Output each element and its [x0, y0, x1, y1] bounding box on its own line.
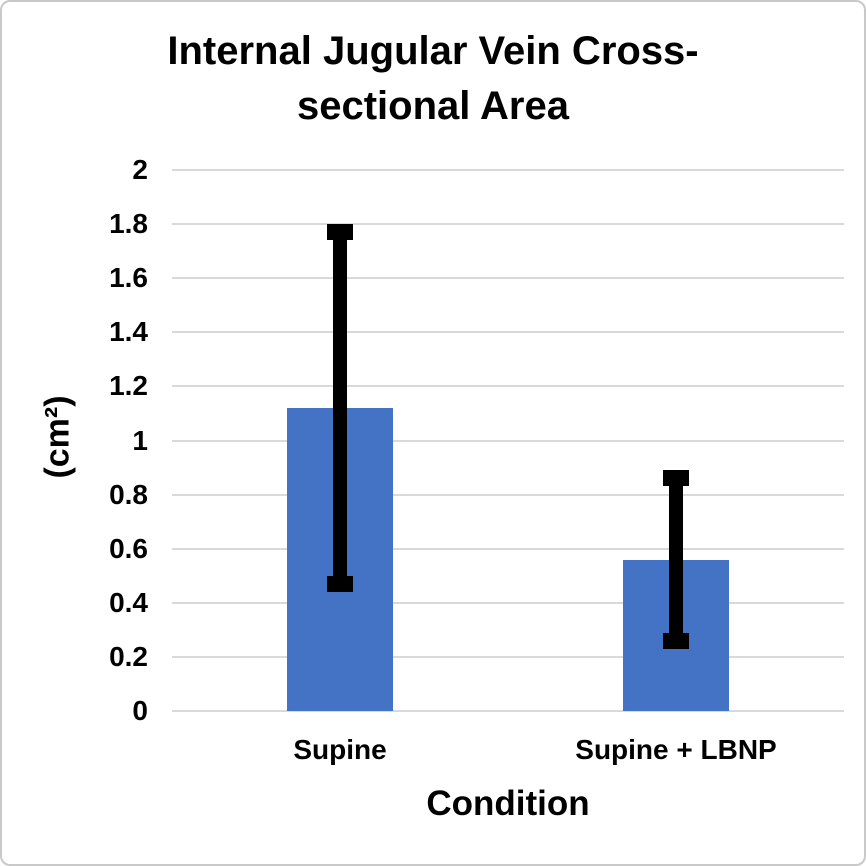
error-bar-stem-supine-lbnp: [669, 478, 683, 641]
error-bar-cap-lower-supine-lbnp: [663, 632, 689, 649]
x-category-label-supine-lbnp: Supine + LBNP: [575, 734, 777, 765]
y-tick-label-1.4: 1.4: [109, 316, 148, 348]
error-bar-cap-upper-supine-lbnp: [663, 470, 689, 487]
x-axis-category-labels: Supine Supine + LBNP: [172, 734, 844, 774]
gridline-y-0: [172, 710, 844, 712]
gridline-y-1: [172, 439, 844, 442]
y-tick-label-0.6: 0.6: [109, 532, 148, 564]
gridline-y-0.6: [172, 547, 844, 550]
gridline-y-2: [172, 169, 844, 171]
error-bar-stem-supine: [333, 232, 347, 584]
gridline-y-1.8: [172, 223, 844, 226]
error-bar-cap-upper-supine: [327, 224, 353, 241]
plot-area: [172, 169, 844, 712]
error-bar-cap-lower-supine: [327, 575, 353, 592]
y-tick-label-1.6: 1.6: [109, 262, 148, 294]
y-tick-label-1: 1: [132, 424, 148, 456]
gridline-y-0.4: [172, 601, 844, 604]
y-tick-label-0.8: 0.8: [109, 478, 148, 510]
y-tick-label-0.2: 0.2: [109, 640, 148, 672]
y-tick-label-0: 0: [132, 695, 148, 726]
gridline-y-0.2: [172, 655, 844, 658]
chart-title: Internal Jugular Vein Cross- sectional A…: [2, 24, 864, 134]
gridline-y-1.4: [172, 331, 844, 334]
y-tick-label-2: 2: [132, 154, 148, 185]
gridline-y-1.2: [172, 385, 844, 388]
y-tick-label-0.4: 0.4: [109, 586, 148, 618]
gridline-y-0.8: [172, 493, 844, 496]
gridline-y-1.6: [172, 277, 844, 280]
x-category-label-supine: Supine: [293, 734, 387, 765]
y-tick-label-1.2: 1.2: [109, 370, 148, 402]
x-axis-title: Condition: [426, 784, 590, 823]
y-tick-label-1.8: 1.8: [109, 208, 148, 240]
chart-title-line-2: sectional Area: [297, 84, 569, 129]
y-axis-tick-labels: 0 0.2 0.4 0.6 0.8 1 1.2 1.4 1.6 1.8 2: [2, 155, 148, 726]
chart-title-line-1: Internal Jugular Vein Cross-: [167, 29, 699, 73]
